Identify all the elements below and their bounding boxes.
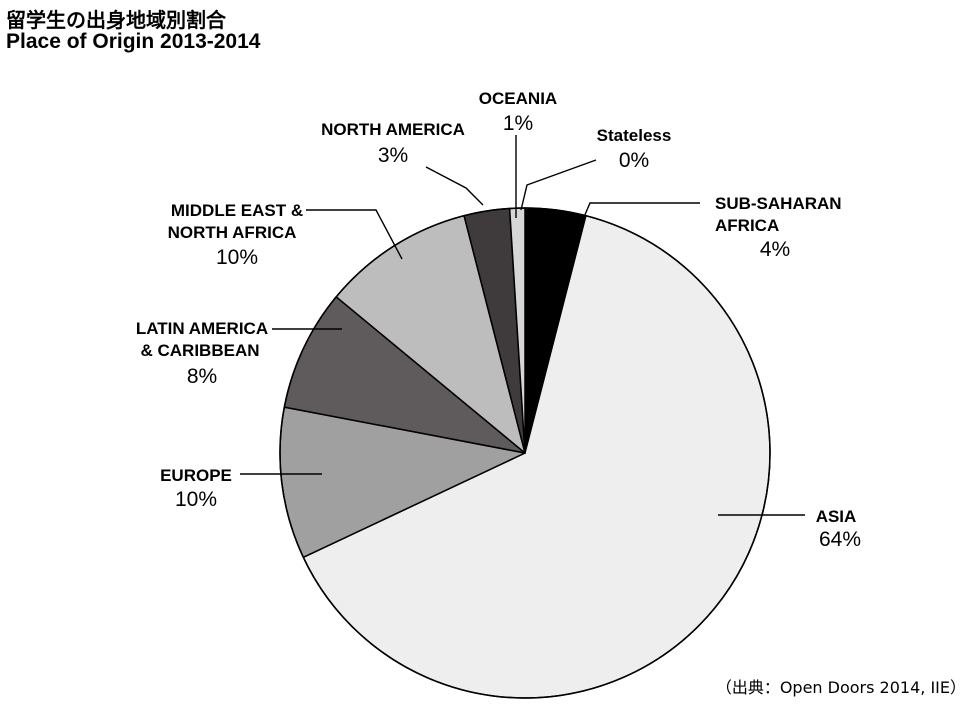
leader-sub-saharan-africa	[583, 202, 700, 218]
pct-oceania: 1%	[503, 112, 533, 135]
pct-sub-saharan-africa: 4%	[760, 238, 790, 261]
label-latin-america-caribbean-line-2: & CARIBBEAN	[141, 341, 260, 360]
leader-middle-east-north-africa	[306, 209, 403, 260]
label-middle-east-north-africa-line-1: MIDDLE EAST &	[171, 201, 303, 220]
label-oceania: OCEANIA	[479, 89, 557, 108]
source-note: （出典：Open Doors 2014, IIE）	[715, 678, 966, 697]
leader-lines	[240, 135, 805, 516]
pct-north-america: 3%	[378, 144, 408, 167]
leader-north-america	[425, 166, 484, 206]
label-sub-saharan-africa-line-1: SUB-SAHARAN	[715, 194, 842, 213]
pie-slices	[279, 207, 771, 699]
label-europe: EUROPE	[160, 466, 232, 485]
label-middle-east-north-africa-line-2: NORTH AFRICA	[168, 223, 297, 242]
label-sub-saharan-africa-line-2: AFRICA	[715, 216, 779, 235]
label-north-america: NORTH AMERICA	[321, 120, 465, 139]
label-asia: ASIA	[816, 507, 857, 526]
leader-stateless	[520, 159, 597, 211]
chart-title-jp: 留学生の出身地域別割合	[6, 8, 226, 32]
pct-asia: 64%	[819, 528, 861, 551]
pct-latin-america-caribbean: 8%	[187, 365, 217, 388]
pie-outline	[279, 207, 771, 699]
pct-europe: 10%	[175, 488, 217, 511]
slice-labels: SUB-SAHARAN AFRICA 4% ASIA 64% EUROPE 10% LATIN…	[136, 89, 861, 551]
label-stateless: Stateless	[597, 126, 672, 145]
chart-title-en: Place of Origin 2013-2014	[6, 30, 261, 53]
label-latin-america-caribbean-line-1: LATIN AMERICA	[136, 319, 268, 338]
pct-middle-east-north-africa: 10%	[216, 246, 258, 269]
pct-stateless: 0%	[619, 149, 649, 172]
